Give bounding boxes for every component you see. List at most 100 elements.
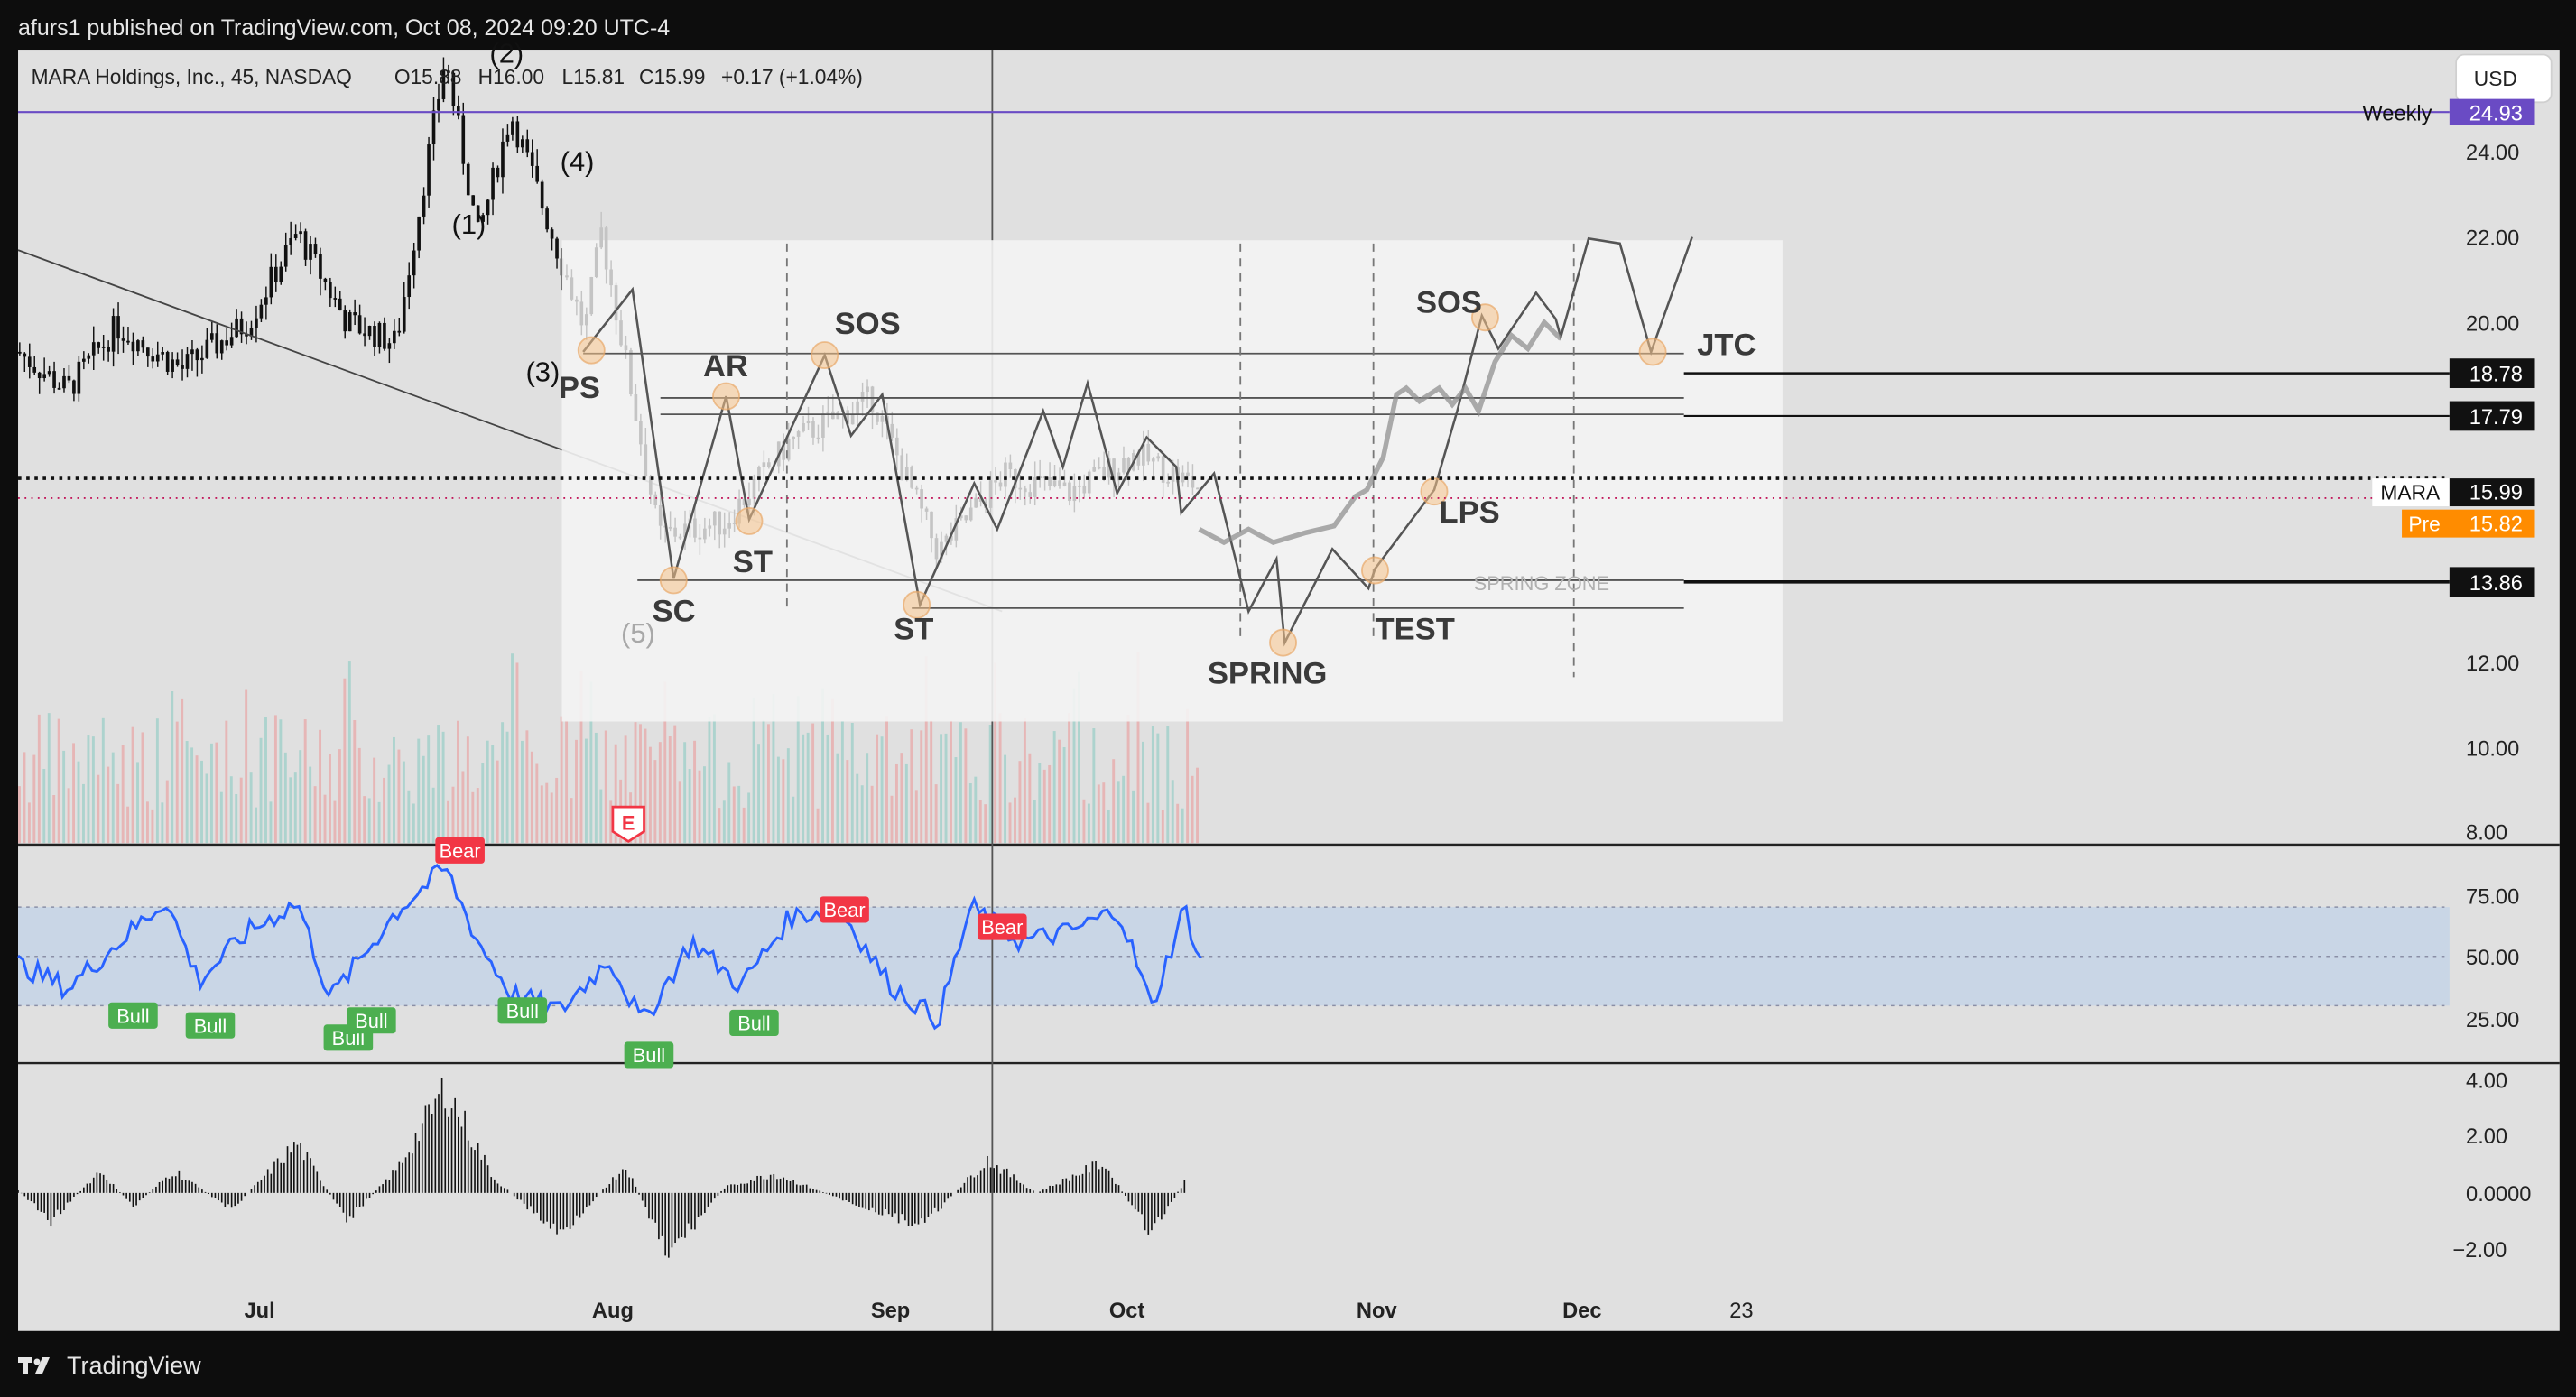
volume-bar xyxy=(688,769,691,844)
earnings-marker-label: E xyxy=(622,812,635,835)
price-candle-body xyxy=(930,511,933,539)
price-candle-body xyxy=(417,216,421,251)
volume-bar xyxy=(289,777,292,844)
volume-bar xyxy=(594,732,598,844)
volume-bar xyxy=(653,760,657,844)
volume-bar xyxy=(476,788,479,844)
price-candle-body xyxy=(383,322,386,349)
price-candle-body xyxy=(940,541,943,560)
volume-bar xyxy=(792,796,795,844)
volume-bar xyxy=(42,768,46,844)
volume-bar xyxy=(924,656,928,844)
price-candle-body xyxy=(451,72,456,106)
price-candle-body xyxy=(323,278,328,282)
volume-bar xyxy=(520,740,524,844)
price-candle-body xyxy=(476,205,480,222)
price-candle-body xyxy=(535,165,540,182)
price-candle-body xyxy=(988,480,993,508)
volume-bar xyxy=(959,722,962,844)
price-candle-body xyxy=(1038,476,1042,479)
volume-bar xyxy=(850,722,854,844)
price-candle-body xyxy=(850,413,855,425)
price-candle-body xyxy=(175,359,180,365)
currency-button[interactable]: USD xyxy=(2455,53,2553,104)
volume-bar xyxy=(82,783,85,844)
volume-bar xyxy=(329,754,331,844)
price-candle-body xyxy=(978,497,983,502)
price-candle-body xyxy=(441,70,446,99)
price-candle-body xyxy=(249,328,254,337)
volume-bar xyxy=(934,784,938,844)
price-candle-body xyxy=(57,387,61,390)
rsi-bull-signal: Bull xyxy=(624,1041,674,1069)
volume-bar xyxy=(840,721,844,844)
volume-bar xyxy=(461,771,465,844)
volume-bar xyxy=(185,741,189,844)
price-candle-body xyxy=(1023,488,1027,493)
price-candle-body xyxy=(161,352,165,355)
volume-bar xyxy=(161,802,164,844)
earnings-marker[interactable]: E xyxy=(611,805,645,843)
volume-bar xyxy=(309,766,312,844)
price-tick-8: 8.00 xyxy=(2466,822,2507,846)
volume-bar xyxy=(97,774,100,844)
price-candle-body xyxy=(171,359,174,372)
elliott-wave-1: (1) xyxy=(452,208,486,240)
volume-bar xyxy=(1087,803,1090,844)
volume-bar xyxy=(215,742,218,844)
volume-bar xyxy=(678,781,681,844)
volume-bar xyxy=(1126,714,1130,844)
price-tick-20: 20.00 xyxy=(2466,312,2519,336)
volume-bar xyxy=(387,764,391,844)
last-price-value: 15.99 xyxy=(2469,482,2523,505)
volume-bar xyxy=(796,696,800,844)
price-candle-body xyxy=(309,244,312,260)
price-candle-body xyxy=(816,437,820,439)
price-candle-body xyxy=(968,507,973,521)
price-candle-body xyxy=(200,357,204,361)
volume-bar xyxy=(57,718,60,844)
volume-bar xyxy=(1062,746,1066,844)
volume-bar xyxy=(18,786,21,844)
volume-bar xyxy=(313,786,317,844)
volume-bar xyxy=(530,751,533,844)
volume-bar xyxy=(584,738,588,844)
price-candle-body xyxy=(97,342,101,348)
volume-bar xyxy=(205,773,208,844)
price-candle-body xyxy=(412,250,416,276)
volume-bar xyxy=(1058,739,1061,844)
price-candle-body xyxy=(644,444,648,477)
time-tick-dec: Dec xyxy=(1562,1300,1601,1323)
currency-button-label: USD xyxy=(2474,67,2517,90)
price-candle-body xyxy=(1092,467,1097,472)
price-candle-body xyxy=(27,356,32,367)
weekly-price-value: 24.93 xyxy=(2469,102,2523,125)
volume-bar xyxy=(402,761,405,844)
volume-bar xyxy=(722,800,726,844)
price-candle-body xyxy=(846,410,850,425)
price-candle-body xyxy=(1171,467,1175,482)
legend-close: C15.99 xyxy=(639,65,705,88)
price-candle-body xyxy=(796,431,801,437)
price-candle-body xyxy=(693,518,697,538)
volume-bar xyxy=(708,717,711,844)
price-candle-body xyxy=(264,297,268,305)
price-candle-body xyxy=(767,462,771,467)
volume-bar xyxy=(968,783,972,844)
volume-bar xyxy=(1072,688,1076,844)
price-candle-body xyxy=(579,301,584,326)
price-candle-body xyxy=(821,413,825,438)
volume-bar xyxy=(333,800,337,844)
volume-bar xyxy=(515,662,519,844)
price-candle-body xyxy=(920,489,923,509)
price-candle-body xyxy=(1058,480,1061,486)
volume-bar xyxy=(894,763,898,844)
price-candle-body xyxy=(77,361,81,394)
volume-bar xyxy=(1102,782,1106,844)
wyckoff-label-st-2: ST xyxy=(894,612,933,646)
volume-bar xyxy=(87,735,90,844)
rsi-bull-signal: Bull xyxy=(185,1012,236,1039)
overlay-background-candles xyxy=(565,211,1200,569)
